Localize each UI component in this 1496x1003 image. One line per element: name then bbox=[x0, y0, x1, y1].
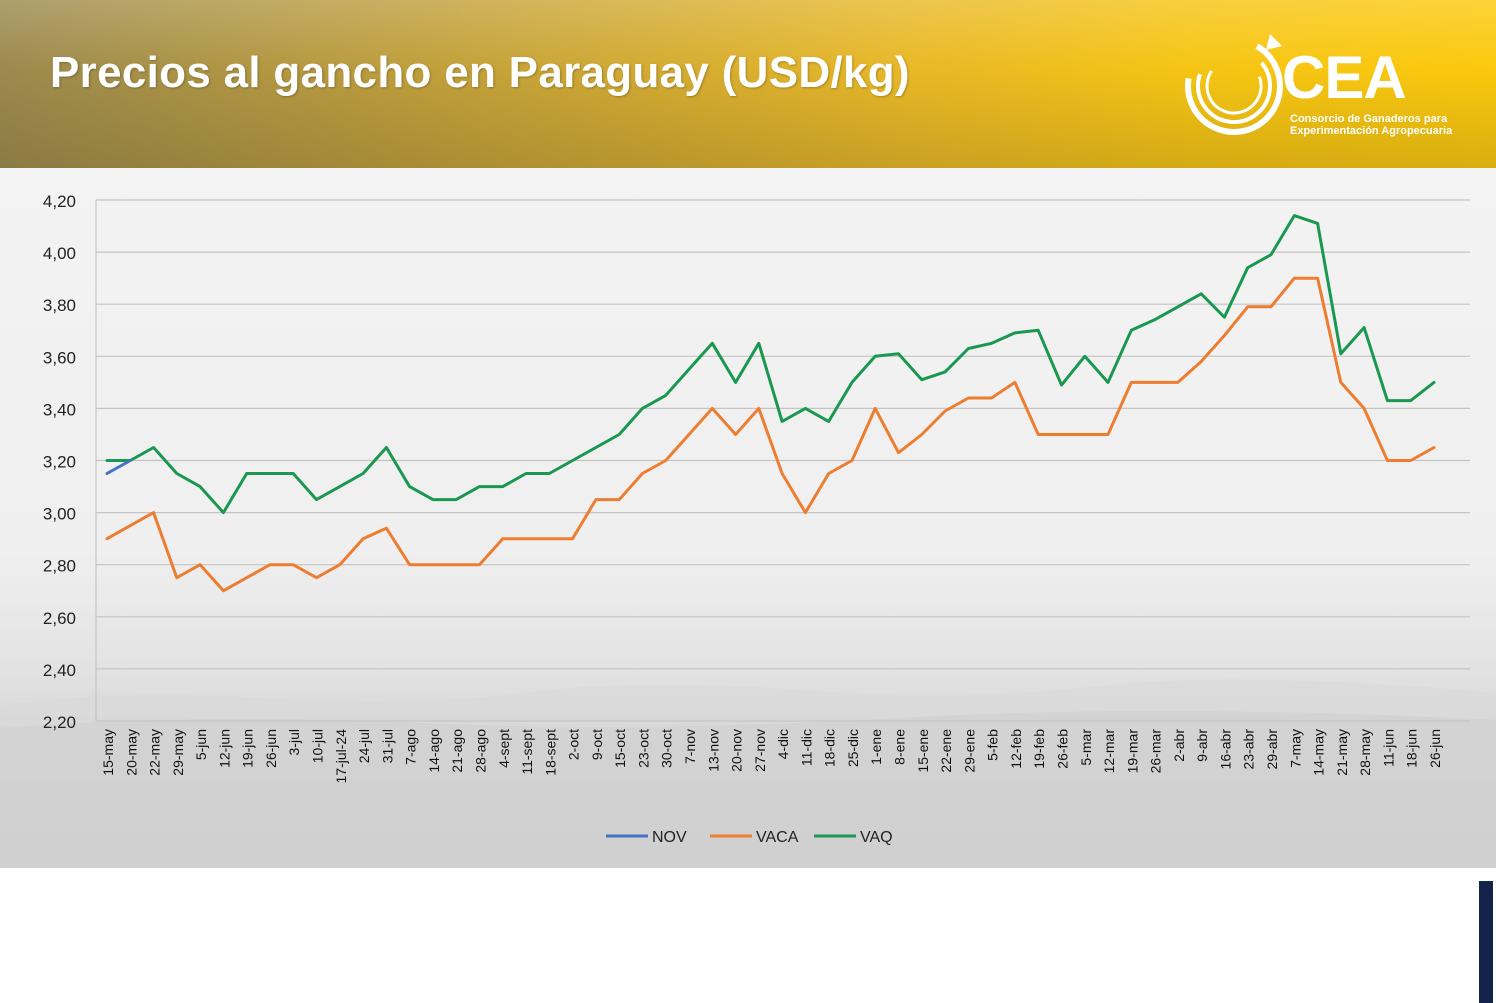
x-tick-label: 26-feb bbox=[1054, 729, 1070, 769]
x-tick-label: 20-may bbox=[123, 729, 139, 776]
x-tick-label: 12-mar bbox=[1101, 729, 1117, 774]
x-tick-label: 5-mar bbox=[1078, 729, 1094, 766]
y-tick-label: 2,80 bbox=[43, 557, 76, 576]
x-tick-label: 2-abr bbox=[1171, 729, 1187, 762]
logo-subtitle-line2: Experimentación Agropecuaria bbox=[1290, 125, 1453, 137]
page-title: Precios al gancho en Paraguay (USD/kg) bbox=[50, 48, 910, 97]
x-tick-label: 4-dic bbox=[775, 729, 791, 759]
x-tick-label: 23-abr bbox=[1241, 729, 1257, 770]
x-tick-label: 21-may bbox=[1334, 729, 1350, 776]
x-tick-label: 25-dic bbox=[845, 729, 861, 767]
x-tick-label: 16-abr bbox=[1217, 729, 1233, 770]
x-tick-label: 7-nov bbox=[682, 729, 698, 764]
x-tick-label: 14-may bbox=[1311, 729, 1327, 776]
chart-legend: NOV VACA VAQ bbox=[606, 829, 893, 846]
x-tick-label: 19-feb bbox=[1031, 729, 1047, 769]
x-tick-label: 30-oct bbox=[659, 729, 675, 768]
x-tick-label: 28-may bbox=[1357, 729, 1373, 776]
series-line-nov bbox=[105, 459, 132, 475]
x-tick-label: 14-ago bbox=[426, 729, 442, 773]
series-line-vaq bbox=[105, 214, 1436, 515]
x-tick-label: 22-may bbox=[147, 729, 163, 776]
header-banner: Precios al gancho en Paraguay (USD/kg) C… bbox=[0, 0, 1496, 168]
logo-wordmark: CEA bbox=[1282, 44, 1407, 111]
y-tick-label: 3,80 bbox=[43, 296, 76, 315]
x-tick-label: 21-ago bbox=[449, 729, 465, 773]
chart-grid bbox=[95, 199, 1470, 722]
legend-label-nov: NOV bbox=[652, 829, 687, 846]
line-chart: 2,20 2,40 2,60 2,80 3,00 3,20 3,40 3,60 3,80 4,00… bbox=[0, 192, 1496, 868]
y-tick-label: 3,60 bbox=[43, 348, 76, 367]
series-line-vaca bbox=[105, 276, 1436, 593]
x-tick-label: 19-jun bbox=[240, 729, 256, 768]
x-tick-label: 29-ene bbox=[961, 729, 977, 773]
x-tick-label: 4-sept bbox=[496, 729, 512, 768]
pasture-background bbox=[0, 679, 1496, 868]
legend-label-vaca: VACA bbox=[756, 829, 799, 846]
x-tick-label: 11-sept bbox=[519, 729, 535, 775]
y-tick-label: 2,40 bbox=[43, 661, 76, 680]
y-tick-label: 4,20 bbox=[43, 192, 76, 211]
x-axis-ticks: 15-may 20-may 22-may 29-may 5-jun 12-jun 19-ju… bbox=[100, 729, 1443, 784]
side-accent-bar bbox=[1479, 881, 1493, 1003]
x-tick-label: 29-may bbox=[170, 729, 186, 776]
x-tick-label: 3-jul bbox=[286, 729, 302, 755]
x-tick-label: 9-oct bbox=[589, 729, 605, 760]
x-tick-label: 26-mar bbox=[1148, 729, 1164, 774]
x-tick-label: 5-feb bbox=[985, 729, 1001, 761]
x-tick-label: 15-may bbox=[100, 729, 116, 776]
y-tick-label: 3,40 bbox=[43, 400, 76, 419]
logo-subtitle-line1: Consorcio de Ganaderos para bbox=[1290, 113, 1448, 125]
cea-logo: CEA Consorcio de Ganaderos para Experime… bbox=[1182, 28, 1472, 140]
x-tick-label: 23-oct bbox=[635, 729, 651, 768]
x-tick-label: 20-nov bbox=[729, 729, 745, 772]
y-axis-ticks: 2,20 2,40 2,60 2,80 3,00 3,20 3,40 3,60 3,80 4,00… bbox=[43, 192, 76, 732]
chart-series bbox=[105, 214, 1436, 593]
header-background-photo bbox=[0, 0, 1496, 168]
x-tick-label: 28-ago bbox=[472, 729, 488, 773]
chart-area: 2,20 2,40 2,60 2,80 3,00 3,20 3,40 3,60 3,80 4,00… bbox=[0, 168, 1496, 1003]
x-tick-label: 13-nov bbox=[705, 729, 721, 772]
x-tick-label: 18-dic bbox=[822, 729, 838, 767]
x-tick-label: 26-jun bbox=[1427, 729, 1443, 768]
x-tick-label: 18-jun bbox=[1404, 729, 1420, 768]
x-tick-label: 15-ene bbox=[915, 729, 931, 773]
x-tick-label: 18-sept bbox=[542, 729, 558, 776]
x-tick-label: 22-ene bbox=[938, 729, 954, 773]
x-tick-label: 15-oct bbox=[612, 729, 628, 768]
x-tick-label: 31-jul bbox=[379, 729, 395, 763]
x-tick-label: 2-oct bbox=[566, 729, 582, 760]
y-tick-label: 4,00 bbox=[43, 244, 76, 263]
x-tick-label: 7-may bbox=[1287, 729, 1303, 768]
y-tick-label: 2,20 bbox=[43, 713, 76, 732]
logo-swirl-icon bbox=[1185, 34, 1283, 135]
x-tick-label: 7-ago bbox=[403, 729, 419, 765]
x-tick-label: 11-jun bbox=[1380, 729, 1396, 767]
y-tick-label: 3,00 bbox=[43, 505, 76, 524]
x-tick-label: 5-jun bbox=[193, 729, 209, 760]
x-tick-label: 9-abr bbox=[1194, 729, 1210, 762]
x-tick-label: 27-nov bbox=[752, 729, 768, 772]
x-tick-label: 19-mar bbox=[1124, 729, 1140, 774]
x-tick-label: 1-ene bbox=[868, 729, 884, 765]
x-tick-label: 26-jun bbox=[263, 729, 279, 768]
x-tick-label: 17-jul-24 bbox=[333, 729, 349, 784]
x-tick-label: 29-abr bbox=[1264, 729, 1280, 770]
y-tick-label: 2,60 bbox=[43, 609, 76, 628]
x-tick-label: 12-feb bbox=[1008, 729, 1024, 769]
x-tick-label: 8-ene bbox=[892, 729, 908, 765]
x-tick-label: 24-jul bbox=[356, 729, 372, 763]
legend-label-vaq: VAQ bbox=[860, 829, 893, 846]
x-tick-label: 12-jun bbox=[216, 729, 232, 768]
x-tick-label: 10-jul bbox=[310, 729, 326, 763]
y-tick-label: 3,20 bbox=[43, 453, 76, 472]
x-tick-label: 11-dic bbox=[798, 729, 814, 766]
